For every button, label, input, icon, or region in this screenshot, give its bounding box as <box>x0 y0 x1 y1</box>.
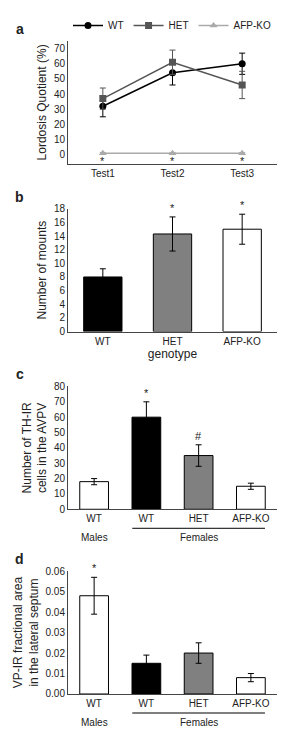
svg-text:a: a <box>16 21 24 37</box>
svg-text:30: 30 <box>54 104 66 115</box>
svg-text:2: 2 <box>59 312 65 323</box>
svg-text:8: 8 <box>59 271 65 282</box>
svg-text:6: 6 <box>59 285 65 296</box>
svg-text:0.06: 0.06 <box>46 566 66 577</box>
svg-text:*: * <box>240 155 245 167</box>
svg-text:WT: WT <box>108 20 124 31</box>
svg-text:16: 16 <box>54 217 66 228</box>
svg-text:WT: WT <box>139 698 155 709</box>
svg-text:WT: WT <box>139 513 155 524</box>
svg-text:40: 40 <box>54 89 66 100</box>
svg-text:*: * <box>170 202 175 214</box>
svg-text:50: 50 <box>54 73 66 84</box>
svg-text:AFP-KO: AFP-KO <box>232 513 269 524</box>
svg-text:12: 12 <box>54 244 66 255</box>
svg-text:0.02: 0.02 <box>46 648 66 659</box>
svg-text:HET: HET <box>169 20 189 31</box>
svg-text:WT: WT <box>86 513 102 524</box>
svg-text:18: 18 <box>54 203 66 214</box>
svg-text:10: 10 <box>54 258 66 269</box>
svg-text:60: 60 <box>54 412 66 423</box>
svg-text:0: 0 <box>59 326 65 337</box>
svg-text:20: 20 <box>54 473 66 484</box>
svg-text:30: 30 <box>54 458 66 469</box>
svg-text:Test1: Test1 <box>91 168 115 179</box>
svg-text:VP-IR fractional areain the la: VP-IR fractional areain the lateral sept… <box>11 577 41 689</box>
svg-text:d: d <box>15 551 24 567</box>
svg-text:Males: Males <box>81 717 108 728</box>
svg-text:20: 20 <box>54 119 66 130</box>
svg-text:50: 50 <box>54 427 66 438</box>
svg-text:AFP-KO: AFP-KO <box>224 336 261 347</box>
svg-text:70: 70 <box>54 43 66 54</box>
svg-text:80: 80 <box>54 381 66 392</box>
svg-text:14: 14 <box>54 231 66 242</box>
svg-text:0.00: 0.00 <box>46 688 66 699</box>
svg-text:70: 70 <box>54 396 66 407</box>
svg-text:c: c <box>16 366 24 382</box>
svg-text:*: * <box>240 199 245 211</box>
svg-text:*: * <box>92 562 97 574</box>
svg-text:Lordosis Quotient (%): Lordosis Quotient (%) <box>35 44 49 160</box>
svg-text:HET: HET <box>189 513 209 524</box>
svg-text:10: 10 <box>54 488 66 499</box>
svg-text:0.05: 0.05 <box>46 586 66 597</box>
svg-text:WT: WT <box>86 698 102 709</box>
svg-text:Females: Females <box>180 532 218 543</box>
svg-text:Males: Males <box>81 532 108 543</box>
svg-text:AFP-KO: AFP-KO <box>232 698 269 709</box>
svg-text:WT: WT <box>95 336 111 347</box>
svg-text:Test3: Test3 <box>230 168 254 179</box>
svg-text:#: # <box>195 430 202 442</box>
svg-text:*: * <box>170 155 175 167</box>
svg-text:AFP-KO: AFP-KO <box>234 20 271 31</box>
svg-text:60: 60 <box>54 58 66 69</box>
svg-text:Test2: Test2 <box>161 168 185 179</box>
svg-text:HET: HET <box>189 698 209 709</box>
svg-text:Females: Females <box>180 717 218 728</box>
svg-text:0.03: 0.03 <box>46 627 66 638</box>
svg-text:HET: HET <box>163 336 183 347</box>
svg-text:0: 0 <box>59 149 65 160</box>
svg-text:0.01: 0.01 <box>46 668 66 679</box>
svg-text:40: 40 <box>54 442 66 453</box>
svg-text:4: 4 <box>59 299 65 310</box>
svg-text:*: * <box>100 155 105 167</box>
svg-text:10: 10 <box>54 134 66 145</box>
svg-text:0: 0 <box>59 504 65 515</box>
svg-text:0.04: 0.04 <box>46 607 66 618</box>
svg-text:*: * <box>144 387 149 399</box>
svg-text:genotype: genotype <box>148 347 198 361</box>
svg-text:b: b <box>15 189 24 205</box>
svg-text:Number of TH-IRcells in the AV: Number of TH-IRcells in the AVPV <box>20 402 50 493</box>
svg-text:Number of mounts: Number of mounts <box>35 221 49 320</box>
